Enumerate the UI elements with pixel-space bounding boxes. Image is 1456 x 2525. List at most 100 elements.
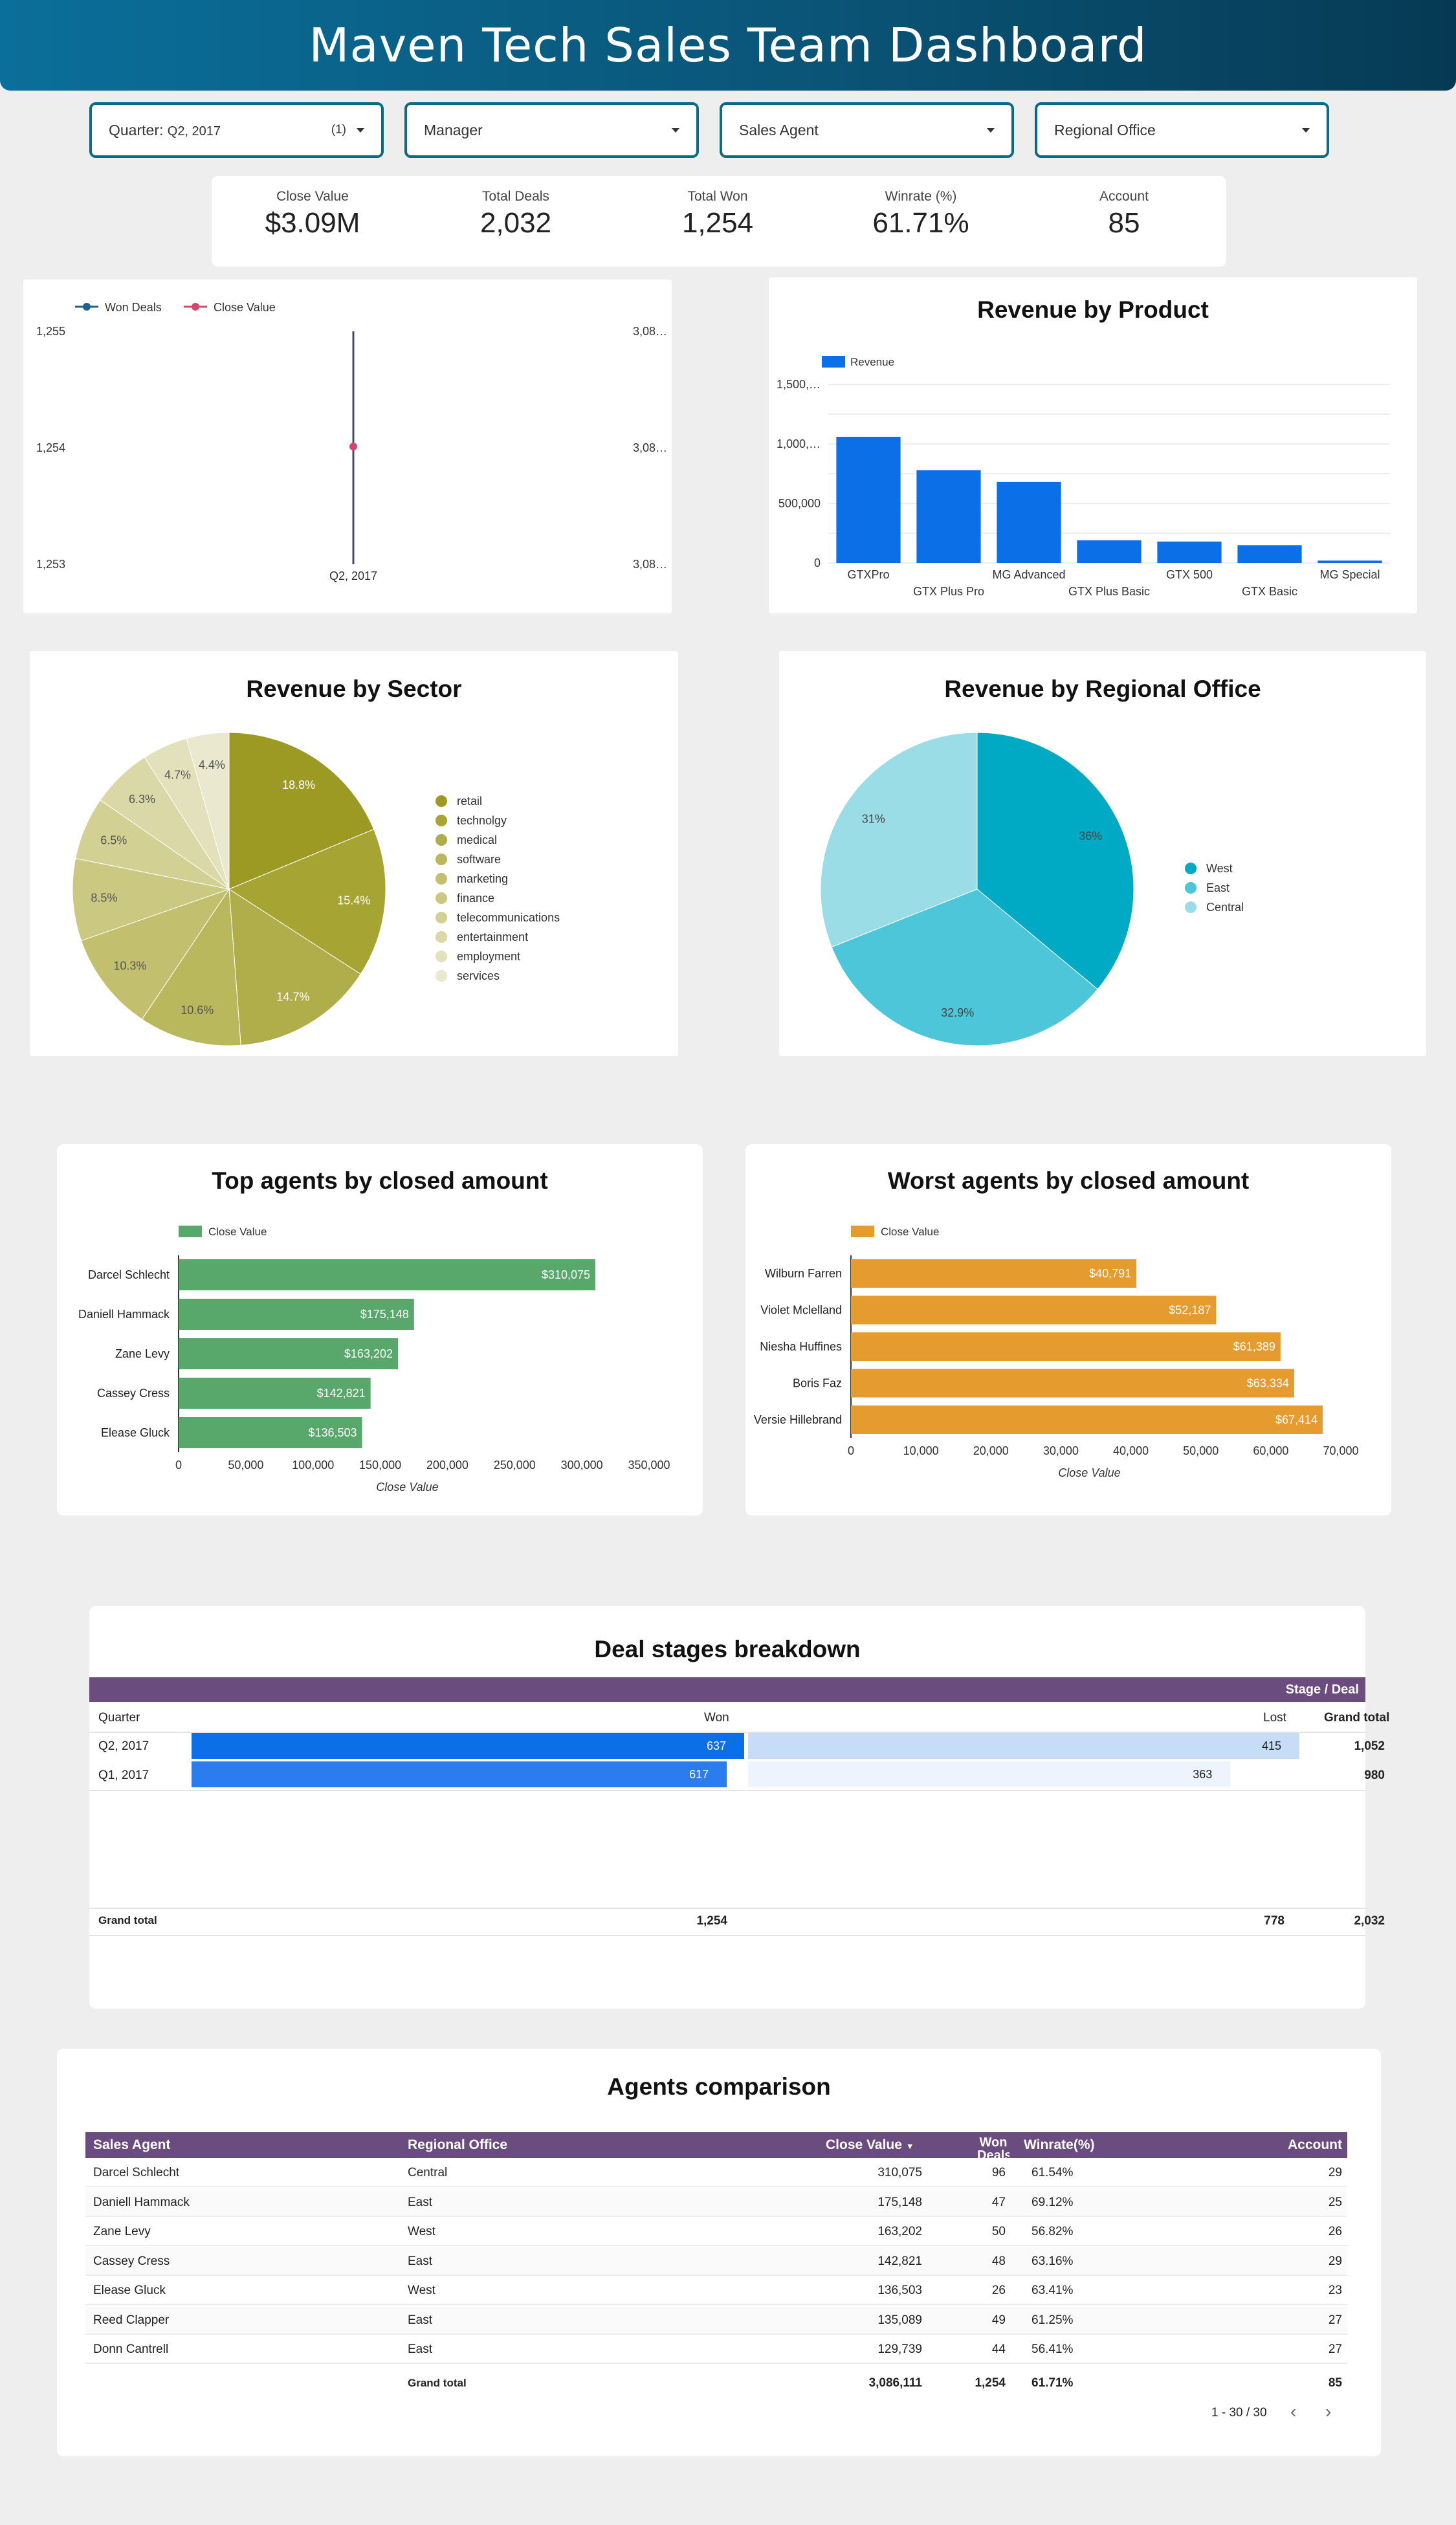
col-account[interactable]: Account: [1288, 2137, 1342, 2152]
col-regional-office[interactable]: Regional Office: [408, 2137, 508, 2152]
pie-slice[interactable]: [820, 732, 978, 948]
quarter-column-header[interactable]: Quarter: [98, 1711, 140, 1725]
agent-bar[interactable]: [851, 1332, 1281, 1361]
regional-office-filter[interactable]: Regional Office: [1035, 102, 1329, 158]
agent-bar[interactable]: [851, 1369, 1294, 1398]
pie-slice[interactable]: [186, 732, 230, 890]
pie-slice[interactable]: [976, 732, 1134, 990]
pie-slice[interactable]: [831, 888, 1098, 1046]
dashboard-header: Maven Tech Sales Team Dashboard: [0, 0, 1456, 91]
x-tick-label: 0: [175, 1459, 182, 1472]
close-value-point[interactable]: [349, 443, 357, 450]
lost-column-header[interactable]: Lost: [1263, 1711, 1286, 1725]
manager-filter[interactable]: Manager: [404, 102, 699, 158]
winrate-cell: 69.12%: [1031, 2195, 1074, 2209]
kpi-winrate: Winrate (%) 61.71%: [830, 189, 1011, 239]
table-row[interactable]: [85, 2246, 1347, 2276]
agent-bar[interactable]: [179, 1259, 596, 1290]
legend-swatch[interactable]: [436, 951, 447, 962]
x-tick-label: MG Advanced: [992, 568, 1065, 581]
pie-slice[interactable]: [228, 888, 361, 1046]
agent-bar[interactable]: [179, 1299, 414, 1330]
slice-value-label: 14.7%: [276, 990, 309, 1003]
kpi-value: 1,254: [681, 207, 754, 239]
revenue-legend[interactable]: Revenue: [822, 356, 894, 368]
kpi-value: $3.09M: [265, 207, 360, 239]
agent-bar[interactable]: [179, 1378, 371, 1409]
bar-value-label: $61,389: [1233, 1340, 1275, 1353]
col-winrate[interactable]: Winrate(%): [1024, 2137, 1095, 2152]
col-sales-agent[interactable]: Sales Agent: [93, 2137, 171, 2152]
total-column-header[interactable]: Grand total: [1324, 1711, 1390, 1725]
agent-bar[interactable]: [851, 1406, 1323, 1434]
grand-total-won: 1,254: [696, 1914, 727, 1928]
quarter-filter-value: Q2, 2017: [167, 124, 221, 138]
x-tick-label: 40,000: [1113, 1444, 1149, 1457]
legend-swatch[interactable]: [436, 795, 447, 807]
account-cell: 29: [1328, 2254, 1342, 2268]
quarter-filter[interactable]: Quarter: Q2, 2017 (1): [89, 102, 384, 158]
pie-slice[interactable]: [228, 828, 386, 975]
table-row[interactable]: [85, 2276, 1347, 2305]
agent-bar[interactable]: [851, 1259, 1137, 1288]
table-row[interactable]: [85, 2217, 1347, 2246]
next-page-icon[interactable]: ›: [1325, 2401, 1332, 2421]
revenue-by-region-card: Revenue by Regional Office 36% West 32.9% E…: [779, 651, 1426, 1056]
pie-slice[interactable]: [141, 888, 241, 1046]
legend-swatch[interactable]: [436, 854, 447, 865]
col-close-value[interactable]: Close Value ▼: [826, 2132, 914, 2158]
regional-office-filter-label: Regional Office: [1054, 121, 1156, 138]
legend-label: Central: [1206, 901, 1244, 914]
legend-swatch[interactable]: [1185, 901, 1197, 913]
pie-slice[interactable]: [72, 857, 230, 942]
pie-slice[interactable]: [228, 732, 375, 890]
stage-deal-header: Stage / Deal: [1285, 1682, 1359, 1697]
legend-swatch[interactable]: [436, 892, 447, 904]
x-tick-label: 50,000: [1183, 1444, 1219, 1457]
legend-swatch[interactable]: [436, 834, 447, 846]
close-value-legend[interactable]: Close Value: [184, 301, 276, 314]
legend-swatch[interactable]: [851, 1226, 874, 1237]
slice-value-label: 4.7%: [164, 768, 191, 781]
y-tick-label: 1,254: [36, 441, 65, 454]
legend-swatch[interactable]: [436, 931, 447, 943]
legend-swatch[interactable]: [1185, 863, 1197, 874]
legend-swatch[interactable]: [179, 1226, 202, 1237]
won-deals-legend[interactable]: Won Deals: [75, 301, 162, 314]
divider: [89, 1935, 1365, 1936]
legend-swatch[interactable]: [436, 815, 447, 826]
col-won-deals[interactable]: Won Deals: [977, 2135, 1009, 2158]
table-row[interactable]: [85, 2158, 1347, 2187]
legend-swatch[interactable]: [436, 912, 447, 923]
agent-bar[interactable]: [851, 1296, 1217, 1325]
x-tick-label: GTX 500: [1166, 568, 1213, 581]
agent-bar[interactable]: [179, 1338, 398, 1369]
agent-name-cell: Donn Cantrell: [93, 2343, 169, 2356]
table-row[interactable]: [85, 2187, 1347, 2217]
revenue-bar[interactable]: [1077, 540, 1142, 563]
table-title: Deal stages breakdown: [594, 1636, 861, 1662]
legend-swatch[interactable]: [1185, 882, 1197, 894]
y2-tick-label: 3,08…: [633, 441, 667, 454]
chart-title: Revenue by Regional Office: [944, 676, 1261, 702]
revenue-bar[interactable]: [1318, 560, 1382, 563]
revenue-bar[interactable]: [997, 481, 1061, 563]
won-column-header[interactable]: Won: [704, 1711, 729, 1725]
prev-page-icon[interactable]: ‹: [1290, 2401, 1297, 2421]
deal-stages-header-bar: Stage / Deal: [89, 1677, 1365, 1702]
y2-tick-label: 3,08…: [633, 558, 667, 571]
table-row[interactable]: [85, 2335, 1347, 2364]
agent-name-cell: Zane Levy: [93, 2225, 151, 2238]
x-tick-label: 70,000: [1323, 1444, 1358, 1457]
sales-agent-filter[interactable]: Sales Agent: [720, 102, 1014, 158]
table-row[interactable]: [85, 2305, 1347, 2335]
revenue-bar[interactable]: [1237, 545, 1302, 563]
revenue-bar[interactable]: [916, 470, 981, 563]
revenue-bar[interactable]: [1157, 541, 1222, 563]
account-cell: 27: [1328, 2343, 1342, 2356]
legend-swatch[interactable]: [436, 970, 447, 982]
agent-bar[interactable]: [179, 1417, 362, 1448]
revenue-bar[interactable]: [836, 436, 901, 563]
pie-slice[interactable]: [80, 888, 230, 1020]
legend-swatch[interactable]: [436, 873, 447, 885]
